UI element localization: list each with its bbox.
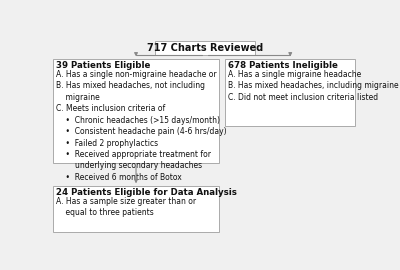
Text: A. Has a sample size greater than or
    equal to three patients: A. Has a sample size greater than or equ… — [56, 197, 196, 217]
FancyBboxPatch shape — [155, 41, 254, 55]
Text: 678 Patients Ineligible: 678 Patients Ineligible — [228, 61, 338, 70]
Text: 717 Charts Reviewed: 717 Charts Reviewed — [147, 43, 263, 53]
Text: 24 Patients Eligible for Data Analysis: 24 Patients Eligible for Data Analysis — [56, 188, 237, 197]
Text: 39 Patients Eligible: 39 Patients Eligible — [56, 61, 150, 70]
FancyBboxPatch shape — [225, 59, 355, 126]
Text: A. Has a single non-migraine headache or
B. Has mixed headaches, not including
 : A. Has a single non-migraine headache or… — [56, 70, 227, 182]
Text: A. Has a single migraine headache
B. Has mixed headaches, including migraine
C. : A. Has a single migraine headache B. Has… — [228, 70, 399, 102]
FancyBboxPatch shape — [53, 59, 219, 163]
FancyBboxPatch shape — [53, 186, 219, 232]
